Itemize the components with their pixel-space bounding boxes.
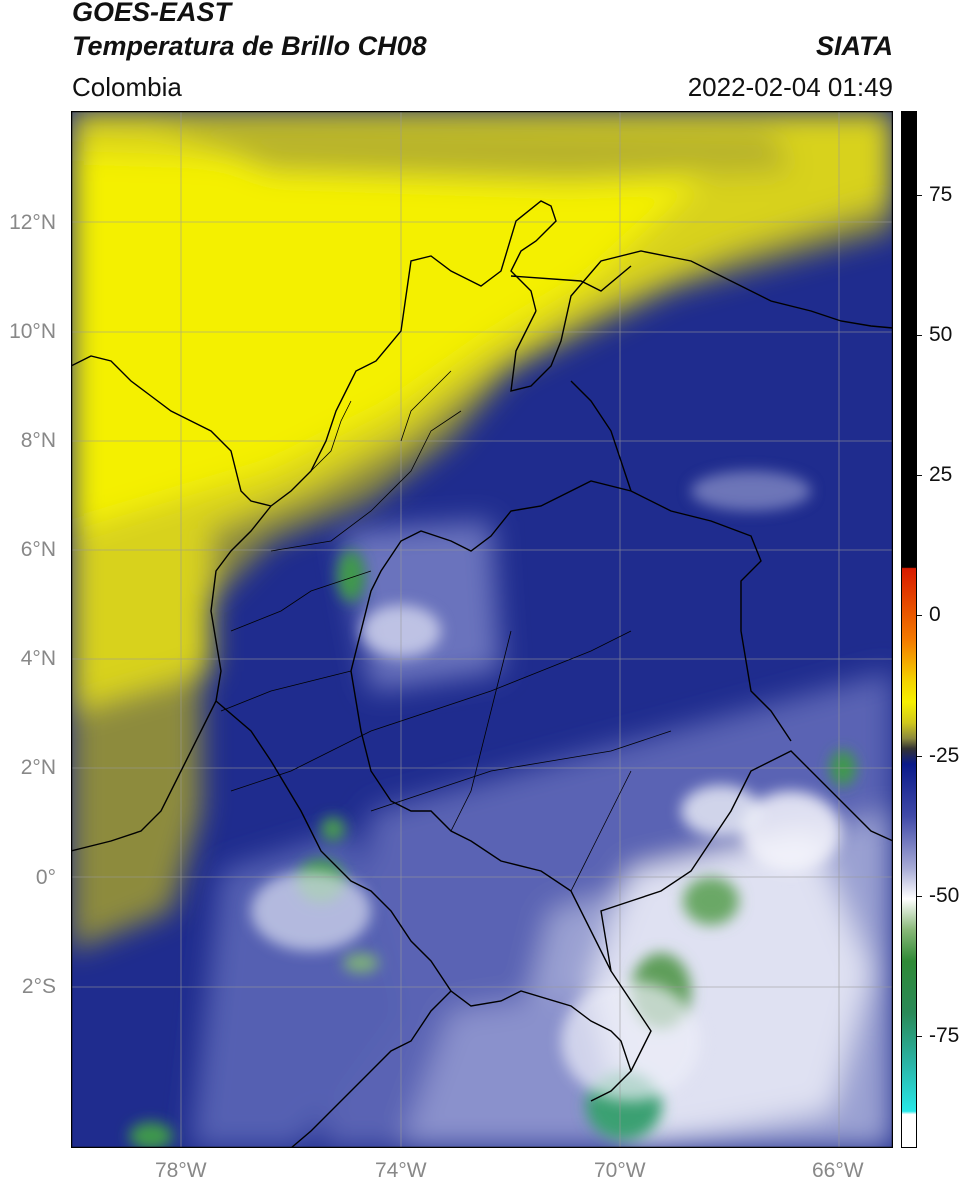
latitude-label: 2°N [20,756,56,779]
cirrus-highlights [251,471,841,1101]
department-borders [220,370,672,892]
colorbar-tick-label: 25 [929,463,953,486]
colorbar-tick-label: -50 [929,884,960,907]
colorbar-tick-label: 50 [929,323,953,346]
colorbar-tick-label: -25 [929,744,960,767]
product-title: Temperatura de Brillo CH08 [72,31,427,61]
temperature-colorbar [901,111,917,1148]
region-label: Colombia [72,72,182,102]
satellite-title: GOES-EAST [72,0,232,27]
coastline-borders [71,200,893,1148]
colorbar-tick-label: -75 [929,1024,960,1047]
colorbar-tickmark [917,615,922,616]
latitude-label: 8°N [20,429,56,452]
longitude-label: 70°W [594,1159,646,1182]
latitude-label: 4°N [20,647,56,670]
latitude-label: 6°N [20,538,56,561]
longitude-label: 66°W [812,1159,864,1182]
datetime-label: 2022-02-04 01:49 [687,72,893,102]
colorbar-tickmark [917,335,922,336]
latitude-label: 0° [35,866,56,889]
colorbar-tick-label: 0 [929,603,941,626]
latitude-label: 10°N [9,320,56,343]
colorbar-tickmark [917,896,922,897]
agency-label: SIATA [816,31,893,61]
colorbar-tick-label: 75 [929,183,953,206]
latitude-label: 2°S [21,975,56,998]
brightness-temperature-map [71,111,893,1148]
colorbar-tickmark [917,1036,922,1037]
longitude-label: 74°W [375,1159,427,1182]
map-border [71,111,893,1148]
colorbar-tickmark [917,756,922,757]
colorbar-tickmark [917,195,922,196]
latitude-label: 12°N [9,211,56,234]
colorbar-tickmark [917,475,922,476]
longitude-label: 78°W [155,1159,207,1182]
